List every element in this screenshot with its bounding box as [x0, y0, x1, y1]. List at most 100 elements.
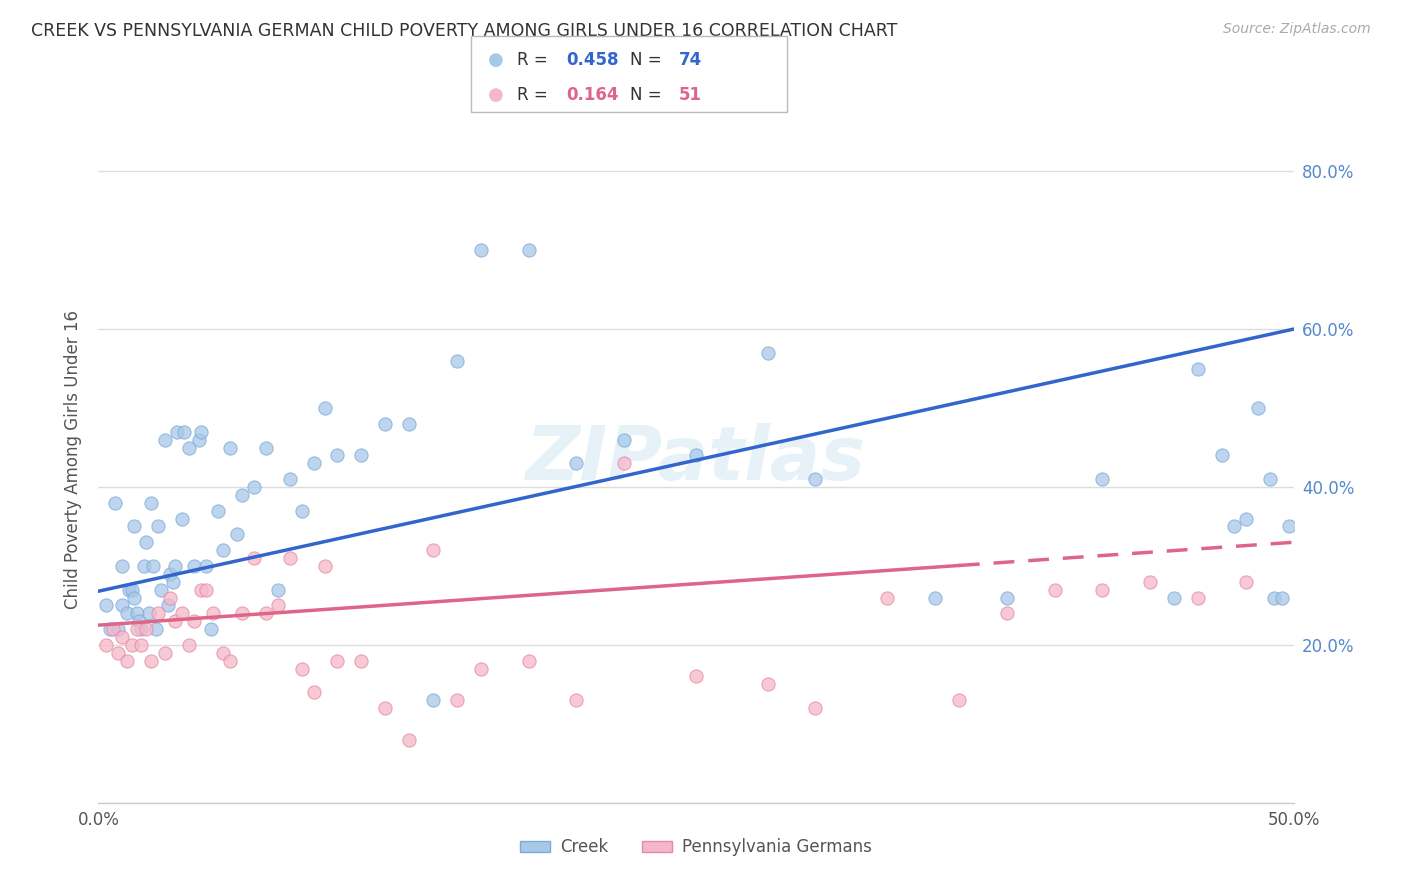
Point	[1234, 574, 1257, 589]
Point	[685, 449, 707, 463]
Point	[190, 582, 212, 597]
Point	[278, 551, 301, 566]
Point	[155, 433, 177, 447]
Point	[195, 582, 218, 597]
Point	[1139, 574, 1161, 589]
Point	[124, 519, 146, 533]
Point	[517, 654, 540, 668]
Point	[94, 638, 117, 652]
Point	[254, 607, 277, 621]
Point	[1187, 591, 1209, 605]
Point	[121, 638, 143, 652]
Point	[183, 558, 205, 573]
Point	[1258, 472, 1281, 486]
Point	[139, 654, 162, 668]
Point	[125, 607, 148, 621]
Point	[398, 732, 420, 747]
Point	[243, 551, 266, 566]
Point	[121, 582, 143, 597]
Point	[195, 558, 218, 573]
Text: 51: 51	[679, 86, 702, 103]
Point	[148, 519, 170, 533]
Point	[924, 591, 946, 605]
Point	[1263, 591, 1285, 605]
Point	[128, 614, 150, 628]
Point	[132, 558, 155, 573]
Point	[995, 591, 1018, 605]
Point	[1211, 449, 1233, 463]
Point	[1271, 591, 1294, 605]
Text: N =: N =	[630, 86, 666, 103]
Point	[278, 472, 301, 486]
Point	[243, 480, 266, 494]
Point	[1163, 591, 1185, 605]
Point	[149, 582, 172, 597]
Point	[613, 456, 636, 470]
Point	[207, 504, 229, 518]
Point	[948, 693, 970, 707]
Text: Source: ZipAtlas.com: Source: ZipAtlas.com	[1223, 22, 1371, 37]
Point	[350, 449, 373, 463]
Point	[124, 591, 146, 605]
Point	[302, 685, 325, 699]
Point	[231, 607, 253, 621]
Point	[1223, 519, 1246, 533]
Text: ZIPatlas: ZIPatlas	[526, 423, 866, 496]
Point	[422, 543, 444, 558]
Point	[995, 607, 1018, 621]
Point	[446, 693, 468, 707]
Point	[111, 630, 134, 644]
Point	[756, 677, 779, 691]
Point	[125, 622, 148, 636]
Point	[231, 488, 253, 502]
Point	[98, 622, 122, 636]
Point	[179, 441, 201, 455]
Point	[398, 417, 420, 431]
Point	[422, 693, 444, 707]
Point	[94, 599, 117, 613]
Point	[211, 543, 233, 558]
Point	[155, 646, 177, 660]
Point	[302, 456, 325, 470]
Point	[115, 607, 138, 621]
Point	[183, 614, 205, 628]
Point	[187, 433, 209, 447]
Point	[756, 346, 779, 360]
Point	[315, 558, 337, 573]
Point	[470, 243, 492, 257]
Point	[148, 607, 170, 621]
Point	[111, 599, 134, 613]
Point	[200, 622, 222, 636]
Text: N =: N =	[630, 51, 666, 69]
Point	[326, 449, 349, 463]
Point	[172, 511, 194, 525]
Y-axis label: Child Poverty Among Girls Under 16: Child Poverty Among Girls Under 16	[63, 310, 82, 609]
Point	[1187, 361, 1209, 376]
Point	[104, 496, 127, 510]
Point	[135, 535, 157, 549]
Point	[876, 591, 898, 605]
Point	[226, 527, 249, 541]
Point	[163, 614, 186, 628]
Point	[1043, 582, 1066, 597]
Point	[804, 472, 827, 486]
Point	[350, 654, 373, 668]
Point	[172, 607, 194, 621]
Point	[565, 693, 588, 707]
Point	[115, 654, 138, 668]
Point	[804, 701, 827, 715]
Point	[1247, 401, 1270, 415]
Point	[254, 441, 277, 455]
Point	[139, 496, 162, 510]
Point	[219, 654, 242, 668]
Point	[1278, 519, 1301, 533]
Text: 74: 74	[679, 51, 703, 69]
Text: 0.458: 0.458	[567, 51, 619, 69]
Point	[202, 607, 225, 621]
Point	[162, 574, 184, 589]
Text: CREEK VS PENNSYLVANIA GERMAN CHILD POVERTY AMONG GIRLS UNDER 16 CORRELATION CHAR: CREEK VS PENNSYLVANIA GERMAN CHILD POVER…	[31, 22, 897, 40]
Point	[291, 504, 314, 518]
Point	[131, 622, 153, 636]
Point	[101, 622, 124, 636]
Point	[156, 599, 179, 613]
